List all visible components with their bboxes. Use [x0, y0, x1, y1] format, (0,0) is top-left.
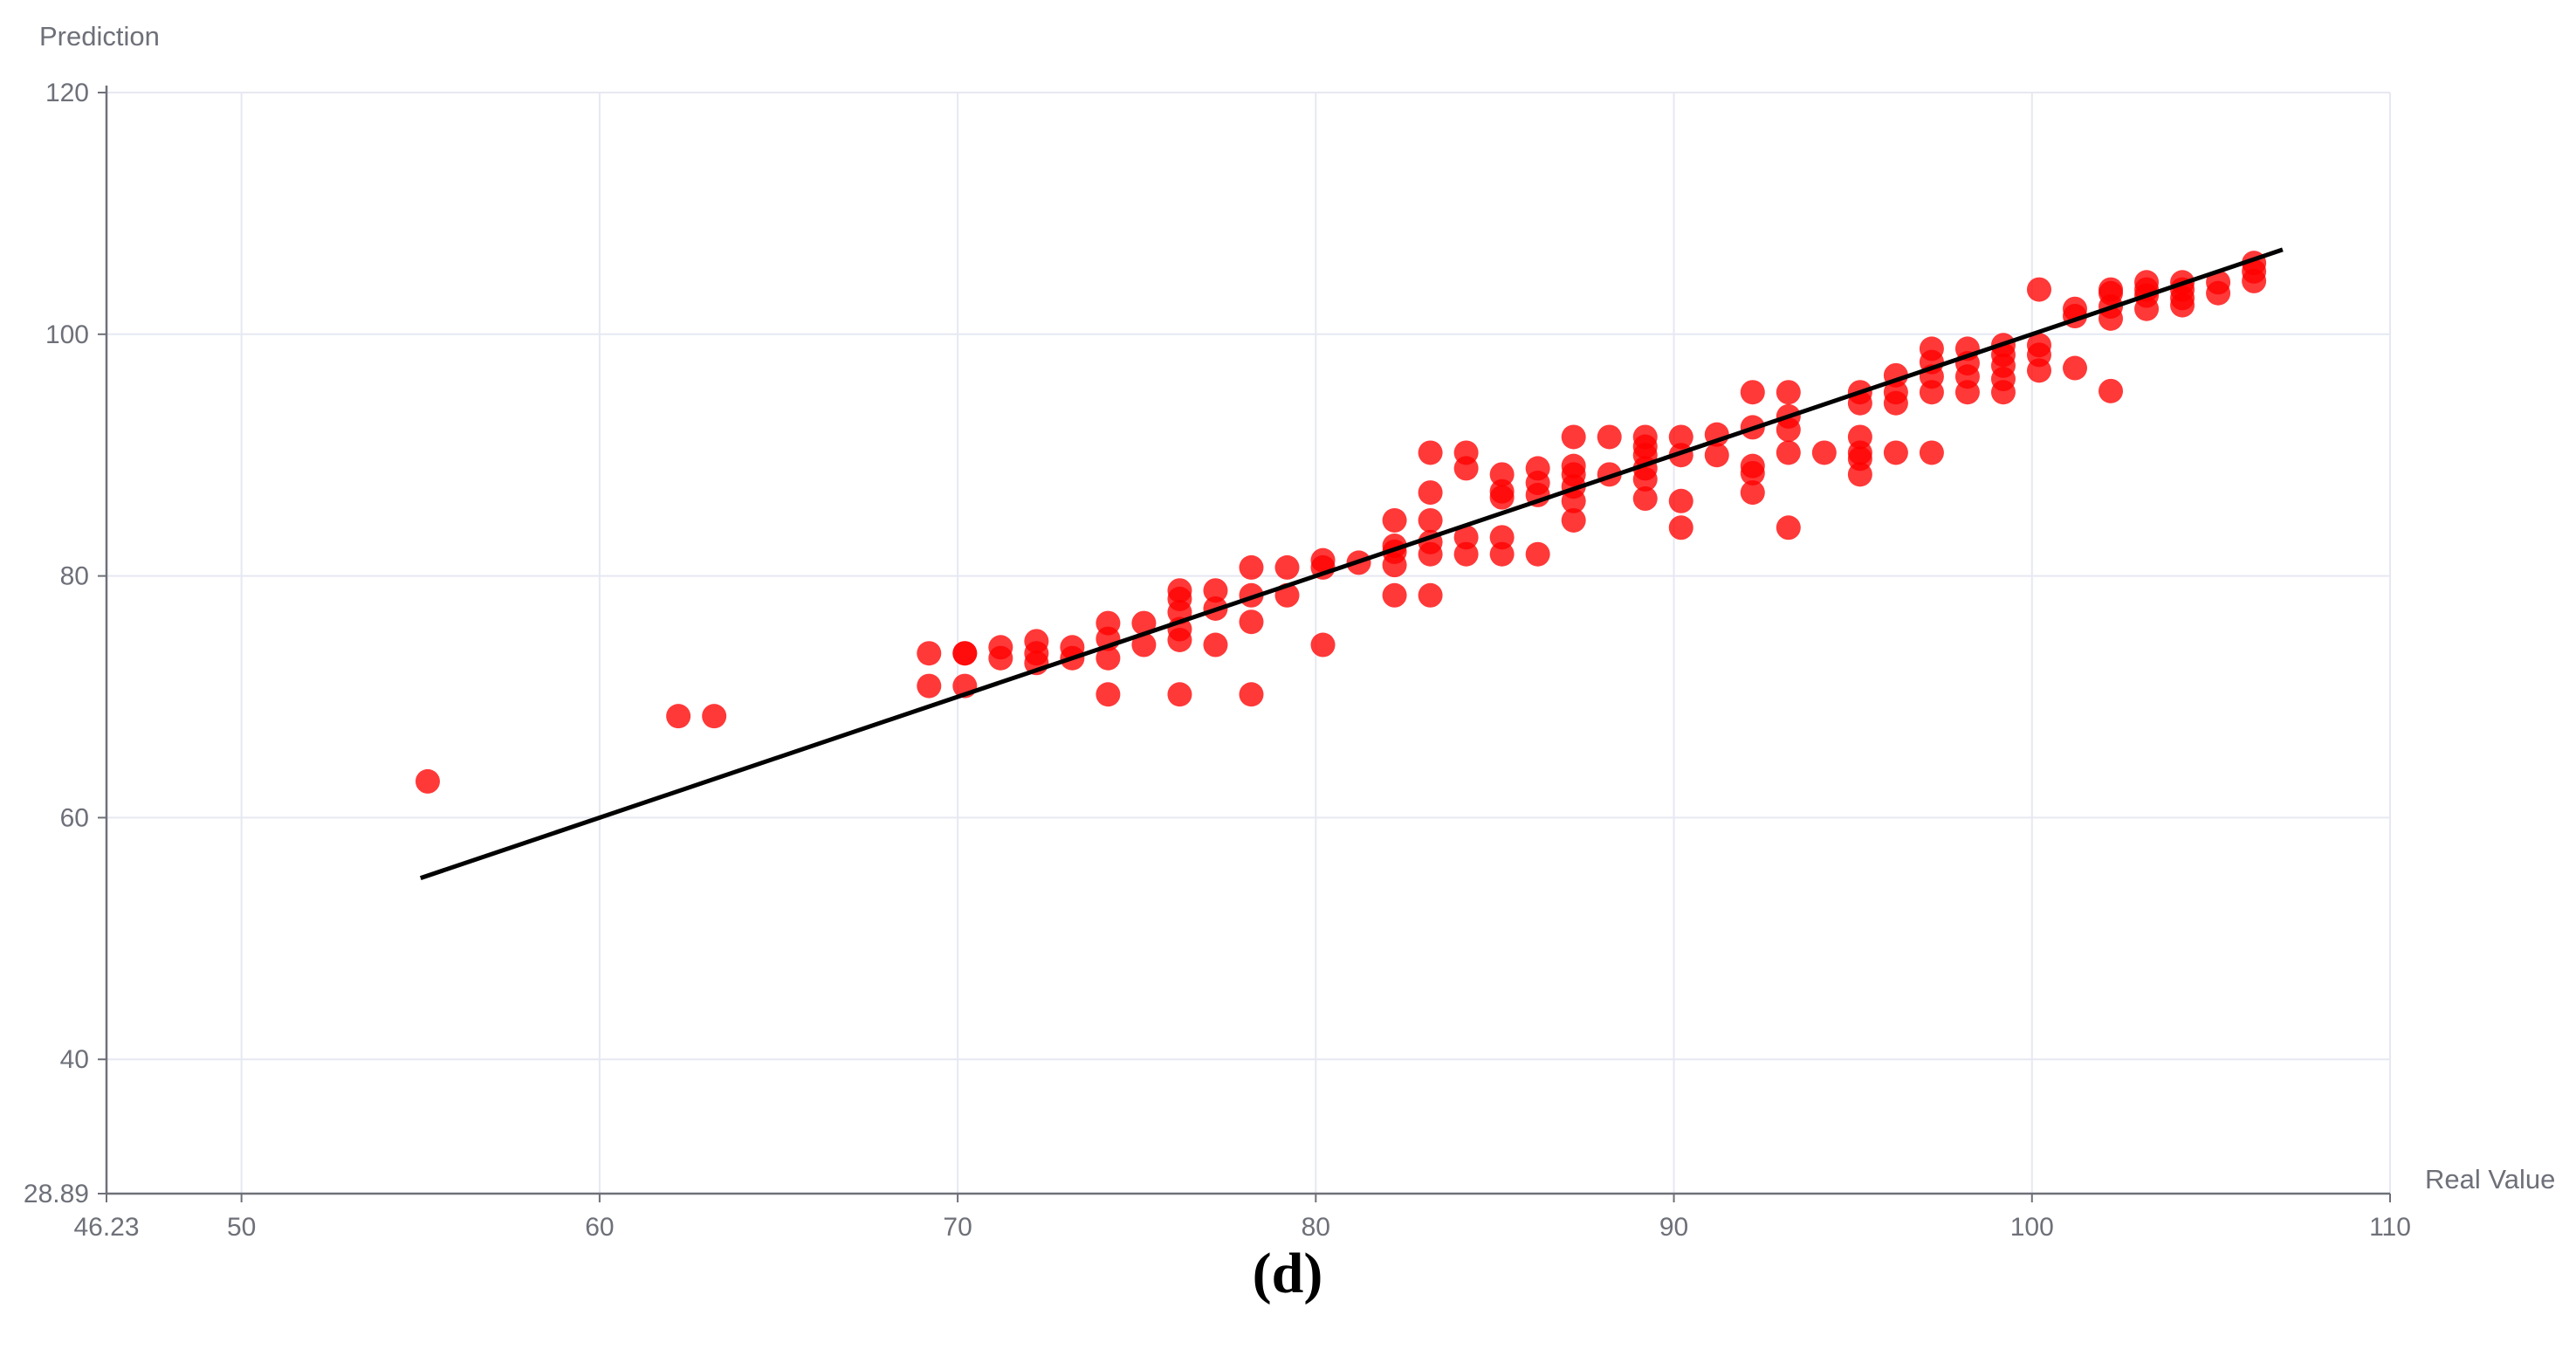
- x-tick-label-60: 60: [585, 1213, 614, 1242]
- data-point-55: [1489, 541, 1515, 567]
- data-point-9: [988, 635, 1013, 660]
- data-point-19: [1131, 632, 1157, 657]
- x-tick-label-50: 50: [227, 1213, 256, 1242]
- y-axis-ticks: 40 60 80 100 120: [45, 79, 106, 1074]
- data-point-122: [2026, 277, 2051, 302]
- y-tick-label-80: 80: [60, 562, 89, 591]
- data-point-79: [1668, 488, 1693, 513]
- data-point-20: [1131, 610, 1157, 636]
- data-point-130: [2099, 277, 2124, 302]
- data-point-51: [1453, 541, 1479, 567]
- data-point-109: [1919, 336, 1944, 361]
- data-point-40: [1382, 582, 1407, 608]
- data-point-38: [1310, 547, 1336, 573]
- data-point-36: [1310, 632, 1336, 657]
- y-axis-min-label: 28.89: [24, 1180, 89, 1208]
- y-tick-label-120: 120: [45, 79, 89, 107]
- data-point-101: [1883, 440, 1908, 465]
- x-tick-label-90: 90: [1659, 1213, 1688, 1242]
- x-axis-min-label: 46.23: [73, 1213, 139, 1242]
- x-tick-label-80: 80: [1302, 1213, 1330, 1242]
- data-point-86: [1740, 453, 1765, 478]
- data-point-1: [666, 704, 691, 729]
- y-tick-label-100: 100: [45, 320, 89, 349]
- figure-caption: (d): [1253, 1242, 1323, 1305]
- data-point-89: [1776, 515, 1801, 540]
- data-point-3: [917, 673, 942, 699]
- data-point-29: [1203, 578, 1228, 603]
- y-tick-label-40: 40: [60, 1045, 89, 1074]
- data-point-16: [1096, 645, 1121, 671]
- data-point-90: [1776, 440, 1801, 465]
- grid-lines: [106, 92, 2391, 1194]
- data-point-54: [1453, 440, 1479, 465]
- data-point-4: [917, 641, 942, 666]
- data-point-103: [1883, 380, 1908, 405]
- data-point-84: [1740, 480, 1765, 506]
- data-point-123: [2063, 355, 2088, 381]
- data-point-27: [1203, 632, 1228, 657]
- x-tick-label-70: 70: [943, 1213, 972, 1242]
- data-point-125: [2063, 296, 2088, 321]
- data-point-52: [1453, 525, 1479, 550]
- data-point-2: [702, 704, 727, 729]
- data-point-48: [1418, 507, 1443, 533]
- data-point-60: [1525, 541, 1550, 567]
- data-point-44: [1382, 507, 1407, 533]
- data-point-93: [1776, 380, 1801, 405]
- data-point-121: [2026, 333, 2051, 358]
- x-axis-ticks: 50 60 70 80 90 100 110: [227, 1194, 2411, 1242]
- data-point-105: [1919, 440, 1944, 465]
- data-point-64: [1561, 507, 1586, 533]
- data-point-15: [1096, 682, 1121, 707]
- data-point-68: [1561, 453, 1586, 478]
- data-point-49: [1418, 480, 1443, 506]
- data-point-33: [1239, 554, 1264, 580]
- data-point-82: [1704, 443, 1729, 468]
- data-point-14: [1060, 635, 1085, 660]
- data-point-26: [1167, 578, 1192, 603]
- data-point-35: [1274, 554, 1300, 580]
- data-point-81: [1668, 424, 1693, 450]
- x-tick-label-110: 110: [2369, 1213, 2411, 1242]
- data-point-71: [1597, 424, 1622, 450]
- data-point-88: [1740, 380, 1765, 405]
- data-point-94: [1811, 440, 1837, 465]
- data-point-98: [1847, 424, 1872, 450]
- data-point-126: [2099, 378, 2124, 403]
- data-point-63: [1525, 456, 1550, 481]
- data-point-78: [1668, 515, 1693, 540]
- data-point-45: [1418, 582, 1443, 608]
- data-point-77: [1632, 424, 1658, 450]
- axes: [98, 86, 2390, 1202]
- data-point-30: [1239, 682, 1264, 707]
- x-tick-label-100: 100: [2010, 1213, 2054, 1242]
- data-point-50: [1418, 440, 1443, 465]
- data-point-69: [1561, 424, 1586, 450]
- y-axis-label: Prediction: [39, 21, 160, 52]
- data-point-0: [415, 768, 440, 794]
- data-point-31: [1239, 609, 1264, 635]
- y-tick-label-60: 60: [60, 803, 89, 832]
- data-point-7: [952, 641, 978, 666]
- x-axis-label: Real Value: [2425, 1164, 2555, 1194]
- data-point-56: [1489, 525, 1515, 550]
- data-point-134: [2134, 270, 2160, 295]
- fit-line: [419, 247, 2284, 880]
- data-point-58: [1489, 478, 1515, 504]
- data-point-140: [2206, 270, 2231, 295]
- data-points: [415, 251, 2267, 794]
- data-point-12: [1024, 629, 1049, 654]
- data-point-72: [1632, 486, 1658, 512]
- data-point-18: [1096, 610, 1121, 636]
- data-point-59: [1489, 462, 1515, 487]
- data-point-21: [1167, 682, 1192, 707]
